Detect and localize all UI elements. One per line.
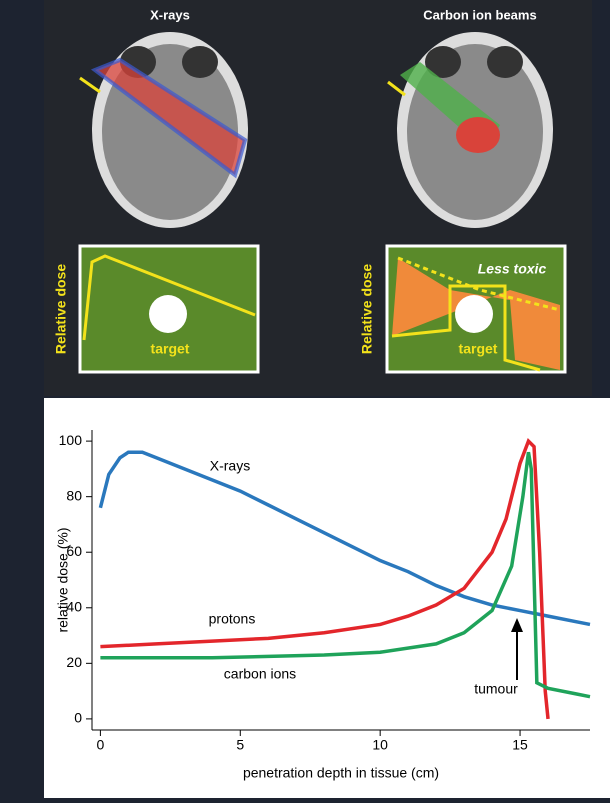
x-axis-label: penetration depth in tissue (cm) <box>243 765 439 781</box>
x-tick-label: 0 <box>96 737 104 753</box>
panel-title: Carbon ion beams <box>423 7 536 22</box>
panel-ylabel: Relative dose <box>53 264 69 354</box>
x-tick-label: 10 <box>372 737 388 753</box>
series-label: protons <box>209 611 256 627</box>
y-tick-label: 0 <box>74 710 82 726</box>
y-tick-label: 80 <box>66 487 82 503</box>
y-tick-label: 20 <box>66 654 82 670</box>
target-label: target <box>459 341 498 357</box>
y-tick-label: 100 <box>59 432 83 448</box>
annotation: tumour <box>474 681 518 697</box>
page: X-rays Carbon ion beams Relative dose ta… <box>0 0 610 798</box>
annotation: Less toxic <box>478 261 547 277</box>
target-label: target <box>151 341 190 357</box>
panel-title: X-rays <box>150 7 190 22</box>
x-tick-label: 15 <box>512 737 528 753</box>
x-tick-label: 5 <box>236 737 244 753</box>
series-label: X-rays <box>210 458 250 474</box>
panel-ylabel: Relative dose <box>359 264 375 354</box>
y-axis-label: relative dose (%) <box>55 527 71 632</box>
series-label: carbon ions <box>224 666 296 682</box>
